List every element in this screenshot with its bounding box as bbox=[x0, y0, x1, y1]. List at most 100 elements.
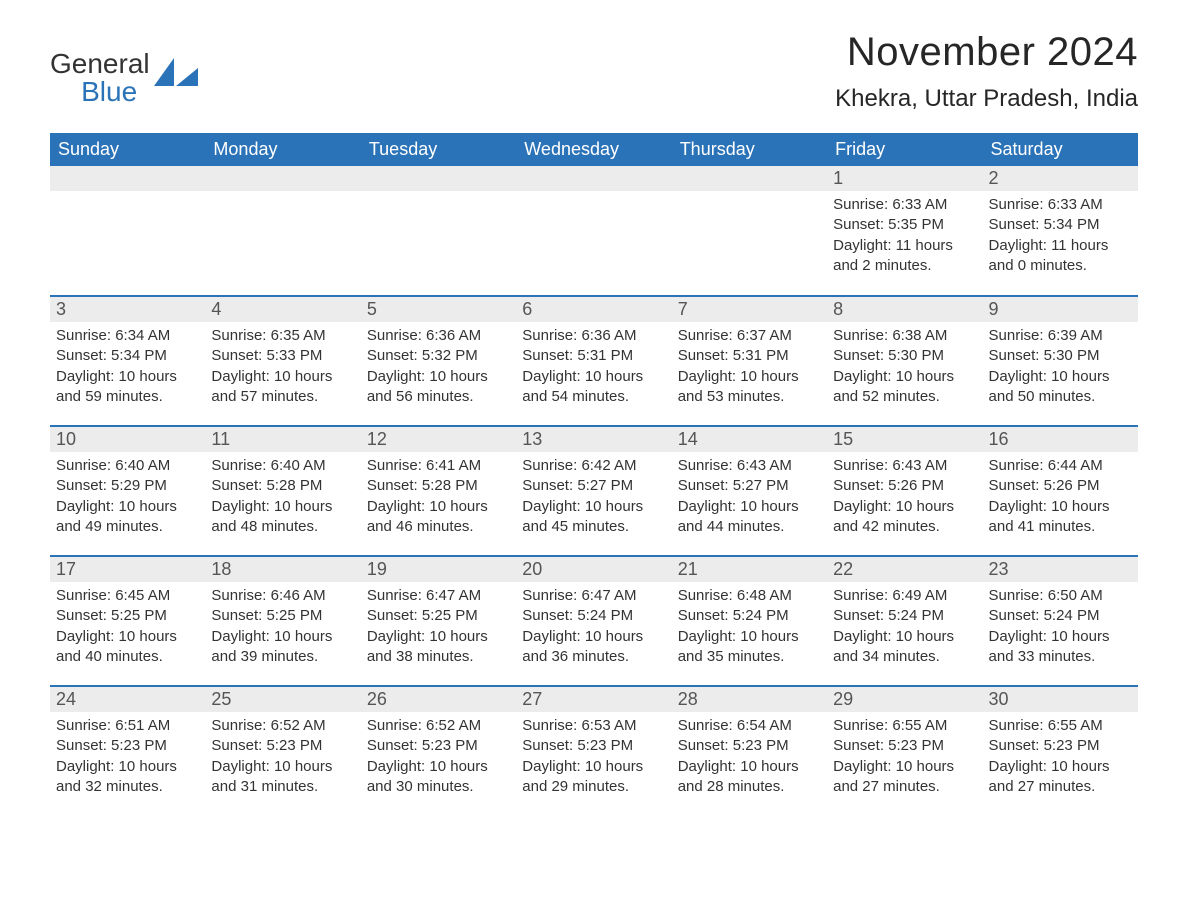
day-cell: 18Sunrise: 6:46 AMSunset: 5:25 PMDayligh… bbox=[205, 556, 360, 686]
sunrise-line-value: 6:53 AM bbox=[581, 717, 636, 734]
sunset-line: Sunset: 5:25 PM bbox=[56, 606, 199, 626]
daylight-line-label: Daylight bbox=[56, 368, 110, 385]
day-body: Sunrise: 6:53 AMSunset: 5:23 PMDaylight:… bbox=[516, 712, 671, 805]
sunset-line: Sunset: 5:29 PM bbox=[56, 476, 199, 496]
sunset-line-label: Sunset bbox=[211, 477, 258, 494]
daylight-line: Daylight: 10 hours and 27 minutes. bbox=[989, 757, 1132, 798]
daylight-line: Daylight: 10 hours and 35 minutes. bbox=[678, 627, 821, 668]
week-row: 24Sunrise: 6:51 AMSunset: 5:23 PMDayligh… bbox=[50, 686, 1138, 816]
day-cell: 14Sunrise: 6:43 AMSunset: 5:27 PMDayligh… bbox=[672, 426, 827, 556]
sunrise-line: Sunrise: 6:40 AM bbox=[56, 456, 199, 476]
daylight-line-label: Daylight bbox=[989, 758, 1043, 775]
day-number: 20 bbox=[516, 557, 671, 582]
sunrise-line: Sunrise: 6:50 AM bbox=[989, 586, 1132, 606]
sunrise-line-value: 6:43 AM bbox=[737, 457, 792, 474]
sunset-line: Sunset: 5:24 PM bbox=[678, 606, 821, 626]
sunset-line-label: Sunset bbox=[989, 607, 1036, 624]
sunset-line-label: Sunset bbox=[989, 216, 1036, 233]
sunrise-line: Sunrise: 6:33 AM bbox=[833, 195, 976, 215]
day-number: 15 bbox=[827, 427, 982, 452]
day-number: 21 bbox=[672, 557, 827, 582]
day-number: 22 bbox=[827, 557, 982, 582]
day-cell: 3Sunrise: 6:34 AMSunset: 5:34 PMDaylight… bbox=[50, 296, 205, 426]
sunset-line-label: Sunset bbox=[56, 737, 103, 754]
sunset-line: Sunset: 5:24 PM bbox=[989, 606, 1132, 626]
sunrise-line-label: Sunrise bbox=[989, 457, 1040, 474]
sunrise-line-value: 6:38 AM bbox=[892, 327, 947, 344]
brand-word-2: Blue bbox=[81, 76, 137, 107]
day-body: Sunrise: 6:33 AMSunset: 5:35 PMDaylight:… bbox=[827, 191, 982, 284]
sunrise-line-label: Sunrise bbox=[211, 327, 262, 344]
day-body: Sunrise: 6:51 AMSunset: 5:23 PMDaylight:… bbox=[50, 712, 205, 805]
day-number: 12 bbox=[361, 427, 516, 452]
sunrise-line-value: 6:45 AM bbox=[115, 587, 170, 604]
weekday-header: Sunday bbox=[50, 133, 205, 166]
sunset-line-value: 5:28 PM bbox=[422, 477, 478, 494]
day-cell: 21Sunrise: 6:48 AMSunset: 5:24 PMDayligh… bbox=[672, 556, 827, 686]
daylight-line-label: Daylight bbox=[367, 758, 421, 775]
sunset-line-label: Sunset bbox=[989, 347, 1036, 364]
sunset-line-label: Sunset bbox=[989, 477, 1036, 494]
day-number: 16 bbox=[983, 427, 1138, 452]
sunrise-line-label: Sunrise bbox=[833, 587, 884, 604]
day-body: Sunrise: 6:50 AMSunset: 5:24 PMDaylight:… bbox=[983, 582, 1138, 675]
day-number: 8 bbox=[827, 297, 982, 322]
sunset-line-label: Sunset bbox=[56, 347, 103, 364]
day-cell bbox=[516, 166, 671, 296]
daylight-line-label: Daylight bbox=[522, 368, 576, 385]
sunset-line: Sunset: 5:23 PM bbox=[367, 736, 510, 756]
daylight-line-label: Daylight bbox=[211, 758, 265, 775]
sunrise-line-label: Sunrise bbox=[211, 717, 262, 734]
day-cell: 19Sunrise: 6:47 AMSunset: 5:25 PMDayligh… bbox=[361, 556, 516, 686]
sunset-line: Sunset: 5:23 PM bbox=[678, 736, 821, 756]
daylight-line-label: Daylight bbox=[367, 628, 421, 645]
sunrise-line-label: Sunrise bbox=[989, 587, 1040, 604]
day-number: 25 bbox=[205, 687, 360, 712]
daylight-line: Daylight: 10 hours and 32 minutes. bbox=[56, 757, 199, 798]
daylight-line-label: Daylight bbox=[56, 758, 110, 775]
weekday-header: Monday bbox=[205, 133, 360, 166]
sunset-line: Sunset: 5:23 PM bbox=[56, 736, 199, 756]
sunset-line-label: Sunset bbox=[211, 737, 258, 754]
day-cell bbox=[672, 166, 827, 296]
day-cell: 20Sunrise: 6:47 AMSunset: 5:24 PMDayligh… bbox=[516, 556, 671, 686]
sail-icon bbox=[154, 58, 200, 86]
day-body: Sunrise: 6:40 AMSunset: 5:29 PMDaylight:… bbox=[50, 452, 205, 545]
day-body: Sunrise: 6:55 AMSunset: 5:23 PMDaylight:… bbox=[983, 712, 1138, 805]
day-number: 18 bbox=[205, 557, 360, 582]
day-cell: 10Sunrise: 6:40 AMSunset: 5:29 PMDayligh… bbox=[50, 426, 205, 556]
sunset-line-value: 5:30 PM bbox=[1044, 347, 1100, 364]
daylight-line: Daylight: 10 hours and 28 minutes. bbox=[678, 757, 821, 798]
weekday-header: Friday bbox=[827, 133, 982, 166]
day-number: 13 bbox=[516, 427, 671, 452]
sunset-line-value: 5:23 PM bbox=[266, 737, 322, 754]
day-number: 10 bbox=[50, 427, 205, 452]
day-body: Sunrise: 6:47 AMSunset: 5:25 PMDaylight:… bbox=[361, 582, 516, 675]
sunset-line-label: Sunset bbox=[678, 347, 725, 364]
day-body: Sunrise: 6:33 AMSunset: 5:34 PMDaylight:… bbox=[983, 191, 1138, 284]
sunrise-line: Sunrise: 6:52 AM bbox=[211, 716, 354, 736]
day-cell: 4Sunrise: 6:35 AMSunset: 5:33 PMDaylight… bbox=[205, 296, 360, 426]
sunset-line-value: 5:24 PM bbox=[733, 607, 789, 624]
brand-word-1: General bbox=[50, 48, 150, 79]
sunrise-line-value: 6:36 AM bbox=[581, 327, 636, 344]
day-cell: 13Sunrise: 6:42 AMSunset: 5:27 PMDayligh… bbox=[516, 426, 671, 556]
sunset-line-label: Sunset bbox=[833, 477, 880, 494]
day-cell bbox=[50, 166, 205, 296]
sunset-line-value: 5:25 PM bbox=[111, 607, 167, 624]
day-cell: 16Sunrise: 6:44 AMSunset: 5:26 PMDayligh… bbox=[983, 426, 1138, 556]
sunrise-line: Sunrise: 6:40 AM bbox=[211, 456, 354, 476]
sunset-line-value: 5:32 PM bbox=[422, 347, 478, 364]
day-number-bar bbox=[361, 166, 516, 191]
day-number-bar bbox=[205, 166, 360, 191]
sunrise-line: Sunrise: 6:36 AM bbox=[367, 326, 510, 346]
sunrise-line-value: 6:47 AM bbox=[426, 587, 481, 604]
daylight-line-label: Daylight bbox=[211, 628, 265, 645]
day-body: Sunrise: 6:47 AMSunset: 5:24 PMDaylight:… bbox=[516, 582, 671, 675]
daylight-line-label: Daylight bbox=[678, 498, 732, 515]
sunset-line-label: Sunset bbox=[833, 347, 880, 364]
day-cell: 28Sunrise: 6:54 AMSunset: 5:23 PMDayligh… bbox=[672, 686, 827, 816]
sunset-line-label: Sunset bbox=[989, 737, 1036, 754]
sunrise-line: Sunrise: 6:43 AM bbox=[833, 456, 976, 476]
day-cell: 26Sunrise: 6:52 AMSunset: 5:23 PMDayligh… bbox=[361, 686, 516, 816]
